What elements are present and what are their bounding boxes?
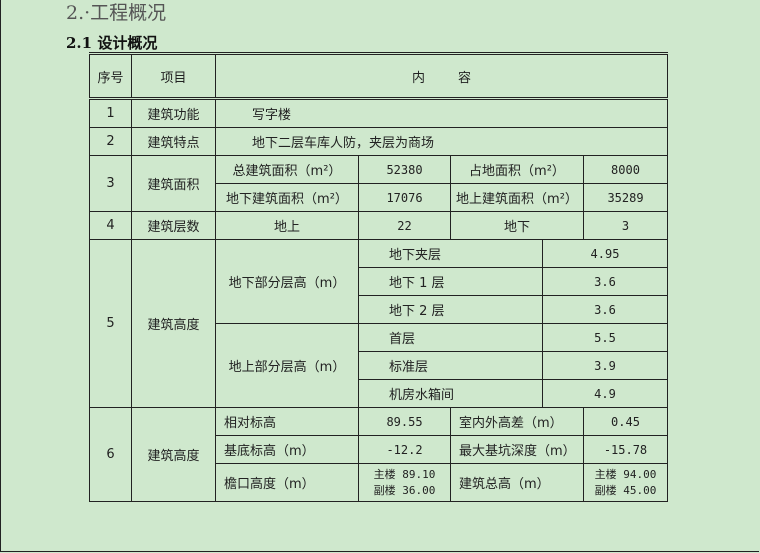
cell-label: 地下 (450, 211, 584, 240)
row-no: 3 (89, 155, 132, 212)
header-content: 内 容 (215, 52, 668, 100)
cell-label: 地上 (215, 211, 359, 240)
header-no: 序号 (89, 52, 132, 100)
main-building-value: 主楼 94.00 (594, 467, 657, 481)
subsection-heading: 2.1 设计概况 (66, 34, 158, 52)
table-header: 序号 项目 内 容 (89, 52, 668, 100)
floor-name: 地下 1 层 (358, 267, 543, 296)
table-row: 地上部分层高（m） 首层 5.5 (90, 323, 668, 408)
row-no: 4 (89, 211, 132, 240)
row-item: 建筑高度 (131, 239, 216, 408)
cell-value: 主楼 89.10 副楼 36.00 (358, 463, 451, 502)
cell-value: -15.78 (583, 435, 668, 464)
cell-value: 主楼 94.00 副楼 45.00 (583, 463, 668, 502)
row-no: 2 (89, 127, 132, 156)
row-item: 建筑层数 (131, 211, 216, 240)
table-row: 4 建筑层数 地上 22 地下 3 (89, 211, 668, 240)
table-row: 檐口高度（m） 主楼 89.10 副楼 36.00 建筑总高（m） 主楼 94.0… (90, 463, 668, 502)
floor-height: 4.95 (542, 239, 668, 268)
annex-building-value: 副楼 45.00 (594, 483, 657, 497)
table-row: 机房水箱间 4.9 (90, 379, 668, 408)
table-row: 标准层 3.9 (90, 351, 668, 380)
design-overview-table: 序号 项目 内 容 1 建筑功能 写字楼 2 建筑特点 地下二层车库人防，夹层为商场… (89, 52, 668, 502)
table-row: 地下 2 层 3.6 (90, 295, 668, 324)
floor-height: 3.6 (542, 267, 668, 296)
cell-value: -12.2 (358, 435, 451, 464)
row-value: 写字楼 (215, 98, 668, 128)
cell-value: 35289 (583, 183, 668, 212)
floor-height: 5.5 (542, 323, 668, 352)
cell-value: 22 (358, 211, 451, 240)
floor-height: 3.9 (542, 351, 668, 380)
floor-name: 地下 2 层 (358, 295, 543, 324)
row-no: 6 (89, 407, 132, 502)
cell-label: 最大基坑深度（m） (450, 435, 584, 464)
row-item: 建筑高度 (131, 407, 216, 502)
cell-value: 3 (583, 211, 668, 240)
row-item: 建筑功能 (131, 98, 216, 128)
row-item: 建筑特点 (131, 127, 216, 156)
table-row: 1 建筑功能 写字楼 (89, 98, 668, 128)
floor-name: 机房水箱间 (358, 379, 543, 408)
table-row: 3 建筑面积 总建筑面积（m²） 52380 占地面积（m²） 8000 (89, 155, 668, 212)
cell-label: 地上建筑面积（m²） (450, 183, 584, 212)
cell-value: 8000 (583, 155, 668, 184)
floor-height: 3.6 (542, 295, 668, 324)
floor-name: 地下夹层 (358, 239, 543, 268)
cell-value: 17076 (358, 183, 451, 212)
cell-label: 室内外高差（m） (450, 407, 584, 436)
table-row: 地下 1 层 3.6 (90, 267, 668, 296)
cell-label: 檐口高度（m） (215, 463, 359, 502)
table-row: 基底标高（m） -12.2 最大基坑深度（m） -15.78 (90, 435, 668, 464)
section-heading: 2.·工程概况 (66, 2, 167, 24)
cell-label: 占地面积（m²） (450, 155, 584, 184)
cell-value: 89.55 (358, 407, 451, 436)
row-item: 建筑面积 (131, 155, 216, 212)
cell-label: 建筑总高（m） (450, 463, 584, 502)
table-row: 5 建筑高度 地下部分层高（m） 地下夹层 4.95 (89, 239, 668, 408)
table-row: 2 建筑特点 地下二层车库人防，夹层为商场 (89, 127, 668, 156)
row-value: 地下二层车库人防，夹层为商场 (215, 127, 668, 156)
cell-label: 相对标高 (215, 407, 359, 436)
cell-label: 地下部分层高（m） (215, 239, 359, 324)
floor-name: 标准层 (358, 351, 543, 380)
cell-value: 0.45 (583, 407, 668, 436)
cell-value: 52380 (358, 155, 451, 184)
table-row: 6 建筑高度 相对标高 89.55 室内外高差（m） 0.45 (89, 407, 668, 502)
cell-label: 地下建筑面积（m²） (215, 183, 359, 212)
header-item: 项目 (131, 52, 216, 100)
floor-height: 4.9 (542, 379, 668, 408)
row-no: 5 (89, 239, 132, 408)
main-building-value: 主楼 89.10 (373, 467, 436, 481)
row-no: 1 (89, 98, 132, 128)
cell-label: 总建筑面积（m²） (215, 155, 359, 184)
cell-label: 基底标高（m） (215, 435, 359, 464)
floor-name: 首层 (358, 323, 543, 352)
annex-building-value: 副楼 36.00 (373, 483, 436, 497)
cell-label: 地上部分层高（m） (215, 323, 359, 408)
